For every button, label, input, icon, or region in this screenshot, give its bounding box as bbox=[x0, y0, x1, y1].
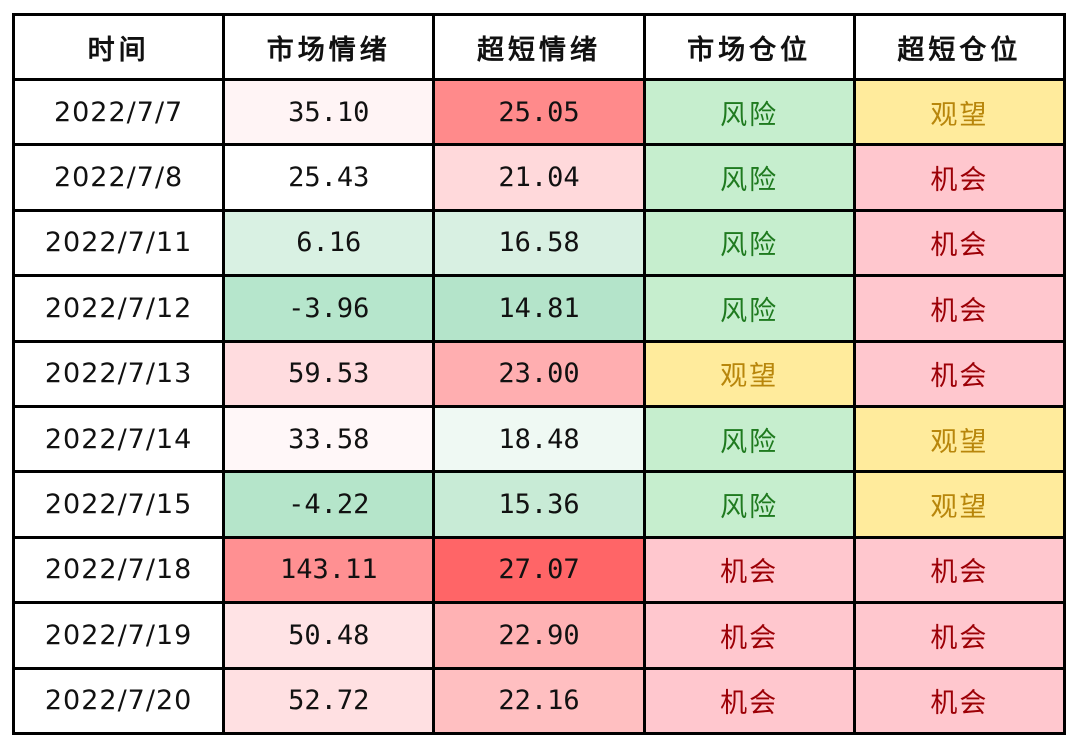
header-row: 时间 市场情绪 超短情绪 市场仓位 超短仓位 bbox=[15, 16, 1063, 78]
table-row: 2022/7/7 35.10 25.05 风险 观望 bbox=[15, 81, 1063, 144]
table-row: 2022/7/8 25.43 21.04 风险 机会 bbox=[15, 146, 1063, 209]
ultrashort-position-cell: 机会 bbox=[855, 669, 1063, 732]
ultrashort-sentiment-cell: 15.36 bbox=[435, 473, 643, 536]
ultrashort-sentiment-cell: 23.00 bbox=[435, 342, 643, 405]
table-row: 2022/7/12 -3.96 14.81 风险 机会 bbox=[15, 277, 1063, 340]
market-position-cell: 机会 bbox=[645, 669, 853, 732]
header-ultrashort-position: 超短仓位 bbox=[855, 16, 1063, 78]
ultrashort-position-cell: 机会 bbox=[855, 146, 1063, 209]
header-ultrashort-sentiment: 超短情绪 bbox=[435, 16, 643, 78]
ultrashort-position-cell: 观望 bbox=[855, 473, 1063, 536]
date-cell: 2022/7/14 bbox=[15, 407, 223, 471]
date-cell: 2022/7/11 bbox=[15, 211, 223, 275]
market-position-cell: 风险 bbox=[645, 407, 853, 471]
market-sentiment-cell: 33.58 bbox=[225, 407, 433, 471]
ultrashort-sentiment-cell: 18.48 bbox=[435, 407, 643, 471]
date-cell: 2022/7/20 bbox=[15, 669, 223, 732]
table-row: 2022/7/15 -4.22 15.36 风险 观望 bbox=[15, 473, 1063, 536]
ultrashort-sentiment-cell: 25.05 bbox=[435, 81, 643, 144]
market-sentiment-cell: 50.48 bbox=[225, 604, 433, 667]
table-row: 2022/7/13 59.53 23.00 观望 机会 bbox=[15, 342, 1063, 405]
table-row: 2022/7/11 6.16 16.58 风险 机会 bbox=[15, 211, 1063, 275]
table-row: 2022/7/19 50.48 22.90 机会 机会 bbox=[15, 604, 1063, 667]
market-sentiment-cell: 59.53 bbox=[225, 342, 433, 405]
market-sentiment-cell: 143.11 bbox=[225, 538, 433, 602]
market-position-cell: 风险 bbox=[645, 146, 853, 209]
market-sentiment-cell: 52.72 bbox=[225, 669, 433, 732]
ultrashort-sentiment-cell: 22.90 bbox=[435, 604, 643, 667]
ultrashort-sentiment-cell: 22.16 bbox=[435, 669, 643, 732]
date-cell: 2022/7/13 bbox=[15, 342, 223, 405]
date-cell: 2022/7/18 bbox=[15, 538, 223, 602]
ultrashort-position-cell: 机会 bbox=[855, 277, 1063, 340]
date-cell: 2022/7/15 bbox=[15, 473, 223, 536]
header-date: 时间 bbox=[15, 16, 223, 78]
date-cell: 2022/7/8 bbox=[15, 146, 223, 209]
ultrashort-sentiment-cell: 21.04 bbox=[435, 146, 643, 209]
market-sentiment-cell: 6.16 bbox=[225, 211, 433, 275]
ultrashort-position-cell: 观望 bbox=[855, 407, 1063, 471]
ultrashort-position-cell: 机会 bbox=[855, 604, 1063, 667]
ultrashort-position-cell: 观望 bbox=[855, 81, 1063, 144]
market-position-cell: 机会 bbox=[645, 604, 853, 667]
market-position-cell: 风险 bbox=[645, 211, 853, 275]
ultrashort-position-cell: 机会 bbox=[855, 211, 1063, 275]
market-position-cell: 风险 bbox=[645, 473, 853, 536]
table-row: 2022/7/18 143.11 27.07 机会 机会 bbox=[15, 538, 1063, 602]
header-market-sentiment: 市场情绪 bbox=[225, 16, 433, 78]
market-sentiment-cell: 25.43 bbox=[225, 146, 433, 209]
ultrashort-sentiment-cell: 16.58 bbox=[435, 211, 643, 275]
market-sentiment-cell: -3.96 bbox=[225, 277, 433, 340]
ultrashort-sentiment-cell: 14.81 bbox=[435, 277, 643, 340]
date-cell: 2022/7/7 bbox=[15, 81, 223, 144]
table-row: 2022/7/20 52.72 22.16 机会 机会 bbox=[15, 669, 1063, 732]
market-position-cell: 风险 bbox=[645, 277, 853, 340]
market-position-cell: 机会 bbox=[645, 538, 853, 602]
market-position-cell: 风险 bbox=[645, 81, 853, 144]
market-sentiment-cell: 35.10 bbox=[225, 81, 433, 144]
ultrashort-position-cell: 机会 bbox=[855, 538, 1063, 602]
market-sentiment-cell: -4.22 bbox=[225, 473, 433, 536]
ultrashort-sentiment-cell: 27.07 bbox=[435, 538, 643, 602]
table-body: 2022/7/7 35.10 25.05 风险 观望 2022/7/8 25.43 21.04… bbox=[15, 81, 1063, 732]
sentiment-table-frame: 时间 市场情绪 超短情绪 市场仓位 超短仓位 2022/7/7 35.10 25.0… bbox=[12, 13, 1066, 735]
sentiment-table: 时间 市场情绪 超短情绪 市场仓位 超短仓位 2022/7/7 35.10 25.0… bbox=[12, 13, 1066, 735]
date-cell: 2022/7/19 bbox=[15, 604, 223, 667]
date-cell: 2022/7/12 bbox=[15, 277, 223, 340]
market-position-cell: 观望 bbox=[645, 342, 853, 405]
ultrashort-position-cell: 机会 bbox=[855, 342, 1063, 405]
table-row: 2022/7/14 33.58 18.48 风险 观望 bbox=[15, 407, 1063, 471]
header-market-position: 市场仓位 bbox=[645, 16, 853, 78]
